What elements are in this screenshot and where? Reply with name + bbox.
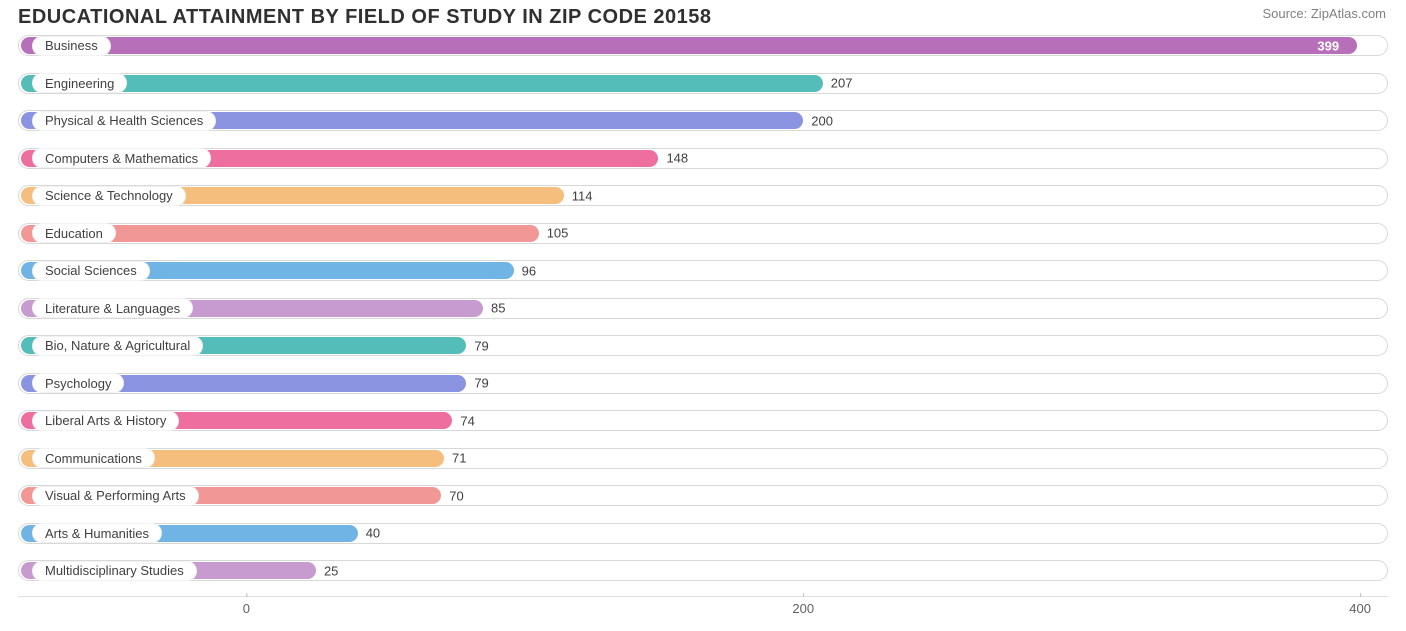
x-axis: 0 200 400 [18,596,1388,624]
bar-value-label: 70 [449,488,463,503]
bar-row: Education 105 [18,221,1388,246]
bar-fill [21,75,823,92]
bar-value-label: 207 [831,76,853,91]
bar-value-label: 79 [474,338,488,353]
bar-row: Literature & Languages 85 [18,296,1388,321]
chart-title: EDUCATIONAL ATTAINMENT BY FIELD OF STUDY… [18,6,712,29]
bar-value-label: 399 [1317,38,1339,53]
bar-value-label: 96 [522,263,536,278]
bar-value-label: 74 [460,413,474,428]
bar-value-label: 40 [366,526,380,541]
x-axis-tick: 0 [243,597,250,616]
bar-category-pill: Liberal Arts & History [32,411,179,431]
bar-row: Bio, Nature & Agricultural 79 [18,333,1388,358]
x-axis-tick: 400 [1349,597,1371,616]
chart-source: Source: ZipAtlas.com [1262,6,1386,21]
bar-category-pill: Literature & Languages [32,298,193,318]
bar-value-label: 148 [666,151,688,166]
bar-row: Visual & Performing Arts 70 [18,483,1388,508]
bar-value-label: 105 [547,226,569,241]
bar-category-pill: Business [32,36,111,56]
bar-row: Multidisciplinary Studies 25 [18,558,1388,583]
bar-row: Communications 71 [18,446,1388,471]
chart-plot: Business 399 Engineering 207 Physical & Heal… [0,33,1406,583]
bar-category-pill: Engineering [32,73,127,93]
bar-value-label: 71 [452,451,466,466]
bar-value-label: 25 [324,563,338,578]
bar-category-pill: Communications [32,448,155,468]
bar-row: Physical & Health Sciences 200 [18,108,1388,133]
bar-row: Business 399 [18,33,1388,58]
bar-value-label: 85 [491,301,505,316]
bar-category-pill: Computers & Mathematics [32,148,211,168]
bar-row: Social Sciences 96 [18,258,1388,283]
bar-category-pill: Physical & Health Sciences [32,111,216,131]
bar-fill [21,37,1357,54]
bar-category-pill: Social Sciences [32,261,150,281]
bar-row: Science & Technology 114 [18,183,1388,208]
bar-row: Computers & Mathematics 148 [18,146,1388,171]
bar-row: Liberal Arts & History 74 [18,408,1388,433]
bar-category-pill: Multidisciplinary Studies [32,561,197,581]
bar-category-pill: Psychology [32,373,124,393]
bar-value-label: 79 [474,376,488,391]
bar-value-label: 200 [811,113,833,128]
bar-category-pill: Visual & Performing Arts [32,486,199,506]
bar-category-pill: Education [32,223,116,243]
bar-row: Engineering 207 [18,71,1388,96]
bar-category-pill: Science & Technology [32,186,186,206]
x-axis-tick: 200 [792,597,814,616]
bar-row: Psychology 79 [18,371,1388,396]
bar-category-pill: Arts & Humanities [32,523,162,543]
bar-category-pill: Bio, Nature & Agricultural [32,336,203,356]
bar-row: Arts & Humanities 40 [18,521,1388,546]
bar-value-label: 114 [572,188,593,203]
